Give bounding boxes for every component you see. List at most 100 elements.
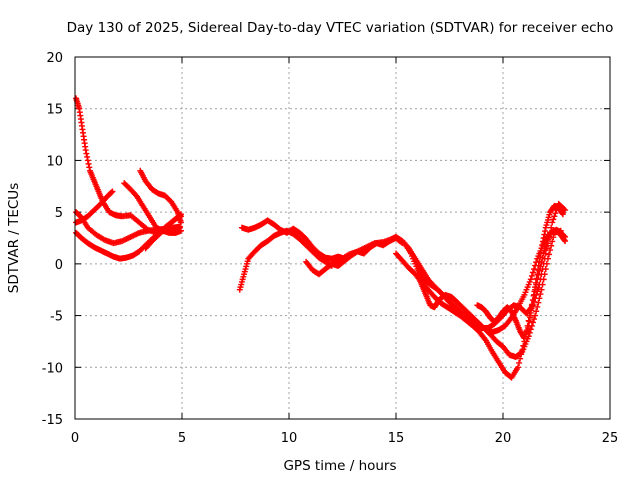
data-point-interp: [541, 271, 548, 278]
data-point: [177, 213, 184, 220]
x-tick-label: 5: [178, 431, 186, 446]
data-point-interp: [548, 224, 555, 231]
series-track-9: [238, 217, 348, 262]
data-point-interp: [552, 210, 559, 217]
y-axis-label: SDTVAR / TECUs: [6, 183, 22, 293]
data-point: [177, 219, 184, 226]
chart-title: Day 130 of 2025, Sidereal Day-to-day VTE…: [67, 20, 614, 36]
y-tick-label: -15: [42, 413, 63, 428]
x-tick-label: 25: [602, 431, 619, 446]
data-point-interp: [83, 150, 90, 157]
data-point-interp: [517, 355, 524, 362]
data-point-interp: [533, 259, 540, 266]
data-point-interp: [84, 157, 91, 164]
x-tick-label: 10: [281, 431, 298, 446]
data-point-interp: [542, 228, 549, 235]
data-point-interp: [537, 253, 544, 260]
series-track-15: [474, 202, 566, 342]
data-point: [534, 271, 541, 278]
series-track-14: [414, 227, 564, 360]
data-point: [529, 297, 536, 304]
data-point-interp: [546, 251, 553, 258]
data-point: [109, 188, 116, 195]
data-marks: [73, 95, 569, 381]
x-tick-label: 15: [388, 431, 405, 446]
data-point-interp: [531, 266, 538, 273]
data-point-interp: [536, 295, 543, 302]
series-track-7: [142, 213, 184, 252]
data-point-interp: [535, 284, 542, 291]
data-point: [557, 227, 564, 234]
data-point: [559, 211, 566, 218]
y-tick-label: 15: [46, 103, 63, 118]
y-tick-label: -10: [42, 361, 63, 376]
y-tick-labels: -15 -10 -5 0 5 10 15 20: [42, 51, 63, 428]
data-point-interp: [537, 291, 544, 298]
x-axis-label: GPS time / hours: [283, 458, 396, 474]
data-point: [529, 302, 536, 309]
data-point: [82, 147, 89, 154]
data-point-interp: [532, 284, 539, 291]
data-point-interp: [525, 317, 532, 324]
data-point-interp: [518, 349, 525, 356]
data-point-interp: [527, 314, 534, 321]
data-point-interp: [539, 238, 546, 245]
x-tick-label: 20: [495, 431, 512, 446]
data-point-interp: [534, 266, 541, 273]
data-point-interp: [529, 319, 536, 326]
data-point-interp: [543, 245, 550, 252]
data-point-interp: [528, 272, 535, 279]
data-point-interp: [550, 216, 557, 223]
data-point-interp: [542, 266, 549, 273]
data-point-interp: [529, 269, 536, 276]
data-point-interp: [516, 359, 523, 366]
data-point-interp: [534, 303, 541, 310]
data-point-interp: [533, 275, 540, 282]
data-point-interp: [559, 210, 566, 217]
x-tick-label: 0: [71, 431, 79, 446]
data-point: [525, 322, 532, 329]
data-point-interp: [86, 164, 93, 171]
data-point-interp: [543, 260, 550, 267]
data-point-interp: [548, 242, 555, 249]
data-point-interp: [549, 238, 556, 245]
data-point: [514, 364, 521, 371]
data-point-interp: [532, 279, 539, 286]
series-track-5: [121, 180, 184, 236]
data-point-interp: [535, 262, 542, 269]
data-point-interp: [533, 308, 540, 315]
data-point: [538, 286, 545, 293]
data-point-interp: [536, 258, 543, 265]
series-track-4: [73, 188, 116, 226]
data-point-interp: [537, 249, 544, 256]
data-point: [177, 227, 184, 234]
data-point-interp: [85, 160, 92, 167]
data-point-interp: [531, 316, 538, 323]
y-tick-label: -5: [50, 310, 63, 325]
data-point-interp: [529, 301, 536, 308]
data-point-interp: [547, 247, 554, 254]
data-point: [538, 245, 545, 252]
data-point-interp: [539, 281, 546, 288]
data-point-interp: [544, 240, 551, 247]
data-point-interp: [535, 299, 542, 306]
data-point: [544, 255, 551, 262]
data-point-interp: [540, 276, 547, 283]
data-point: [532, 312, 539, 319]
data-point: [542, 250, 549, 257]
data-point-interp: [550, 234, 557, 241]
plot-frame: [74, 56, 611, 420]
x-tick-labels: 0 5 10 15 20 25: [71, 431, 618, 446]
data-point: [562, 233, 569, 240]
data-point-interp: [535, 272, 542, 279]
data-point-interp: [527, 309, 534, 316]
y-tick-label: 10: [46, 154, 63, 169]
data-point-interp: [528, 305, 535, 312]
y-tick-label: 5: [55, 206, 63, 221]
data-point-interp: [539, 241, 546, 248]
data-point-interp: [526, 318, 533, 325]
data-point-interp: [541, 231, 548, 238]
data-point-interp: [551, 213, 558, 220]
data-point-interp: [546, 235, 553, 241]
